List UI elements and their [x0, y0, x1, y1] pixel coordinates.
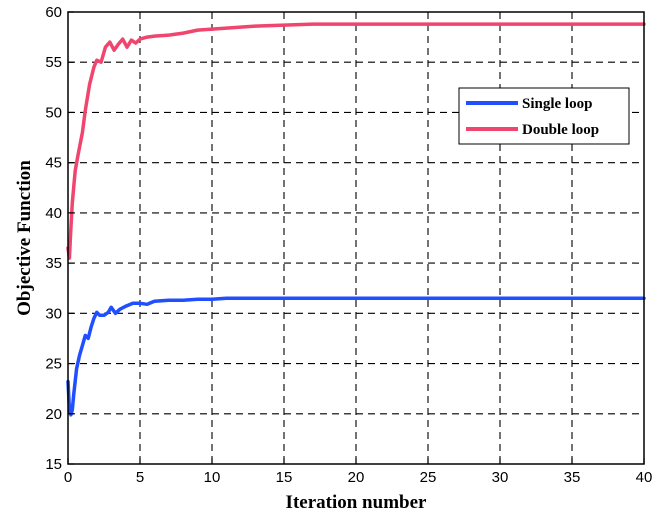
- series-line-double-loop: [66, 22, 646, 260]
- y-tick-label-30: 30: [45, 305, 62, 322]
- y-axis-title: Objective Function: [14, 160, 35, 316]
- series-lines: [66, 22, 646, 417]
- y-tick-label-60: 60: [45, 4, 62, 21]
- y-tick-label-50: 50: [45, 104, 62, 121]
- legend-box: [458, 87, 630, 145]
- legend: Single loop Double loop: [458, 87, 630, 145]
- x-axis-title: Iteration number: [286, 492, 427, 513]
- y-tick-label-25: 25: [45, 356, 62, 373]
- x-tick-label-20: 20: [348, 469, 365, 486]
- x-tick-label-5: 5: [136, 469, 144, 486]
- x-tick-label-15: 15: [276, 469, 293, 486]
- x-tick-label-25: 25: [420, 469, 437, 486]
- series-line-single-loop: [66, 296, 646, 417]
- x-tick-label-40: 40: [636, 469, 653, 486]
- x-tick-label-0: 0: [64, 469, 72, 486]
- grid: [68, 12, 644, 464]
- y-tick-label-15: 15: [45, 456, 62, 473]
- x-tick-label-10: 10: [204, 469, 221, 486]
- legend-label-double-loop: Double loop: [522, 122, 599, 138]
- x-tick-label-30: 30: [492, 469, 509, 486]
- x-tick-label-35: 35: [564, 469, 581, 486]
- legend-label-single-loop: Single loop: [522, 96, 592, 112]
- axis-ticks: 0 5 10 15 20 25 30 35 40 15 20 25 30 35 40 45 50 55 60: [45, 4, 652, 486]
- y-tick-label-40: 40: [45, 205, 62, 222]
- y-tick-label-35: 35: [45, 255, 62, 272]
- y-tick-label-45: 45: [45, 155, 62, 172]
- y-tick-label-55: 55: [45, 54, 62, 71]
- y-tick-label-20: 20: [45, 406, 62, 423]
